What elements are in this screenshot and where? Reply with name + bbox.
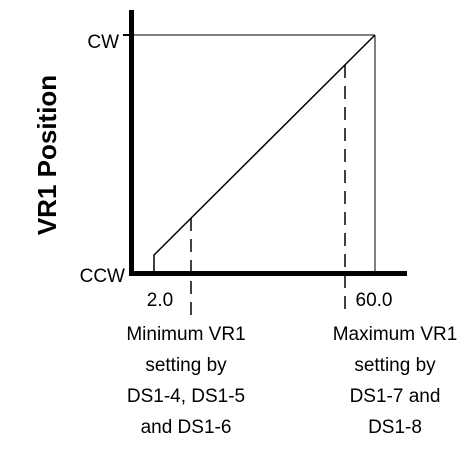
response-line: [153, 34, 376, 272]
y-tick-ccw: CCW: [80, 266, 125, 287]
max-caption-line-2: setting by: [354, 355, 436, 376]
max-caption-line-1: Maximum VR1: [333, 324, 458, 345]
max-caption-line-3: DS1-7 and: [350, 386, 441, 407]
y-tick-cw: CW: [87, 32, 119, 53]
min-caption-line-2: setting by: [145, 355, 227, 376]
max-caption-line-4: DS1-8: [368, 417, 422, 438]
max-setting-caption: Maximum VR1 setting by DS1-7 and DS1-8: [333, 324, 458, 438]
x-tick-max: 60.0: [356, 290, 393, 311]
min-setting-caption: Minimum VR1 setting by DS1-4, DS1-5 and …: [126, 324, 245, 438]
min-caption-line-1: Minimum VR1: [126, 324, 245, 345]
min-caption-line-3: DS1-4, DS1-5: [127, 386, 245, 407]
min-caption-line-4: and DS1-6: [141, 417, 232, 438]
y-axis-label: VR1 Position: [32, 75, 62, 235]
x-tick-min: 2.0: [147, 290, 173, 311]
